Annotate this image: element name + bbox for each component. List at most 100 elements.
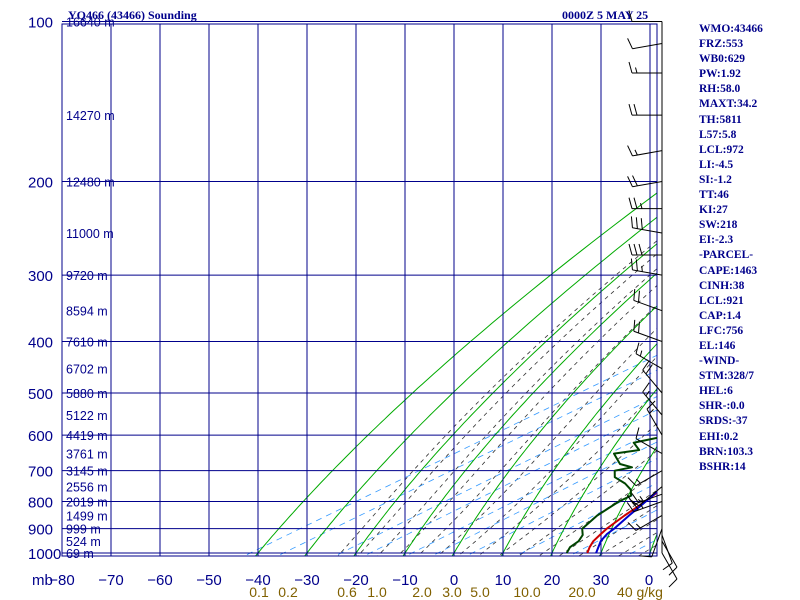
temperature-tick-label: −50 xyxy=(196,572,221,589)
temperature-tick-label: 0 xyxy=(645,572,653,589)
index-item: STM:328/7 xyxy=(699,370,754,383)
mixing-ratio-label: 40 g/kg xyxy=(617,584,663,600)
temperature-tick-label: 0 xyxy=(450,572,458,589)
wind-barb-flag xyxy=(635,478,641,484)
wind-barb-flag xyxy=(641,265,643,272)
index-item: TH:5811 xyxy=(699,113,742,126)
wind-barb-flag xyxy=(635,523,641,529)
index-item: TT:46 xyxy=(699,189,729,202)
temperature-tick-label: −40 xyxy=(245,572,270,589)
wind-barb-flag xyxy=(635,67,638,74)
wind-barb xyxy=(651,528,663,558)
moist-adiabat xyxy=(537,471,657,556)
plot-frame xyxy=(61,23,658,557)
sounding-series xyxy=(565,436,657,554)
index-item: CINH:38 xyxy=(699,279,745,292)
height-label: 6702 m xyxy=(66,363,108,377)
wind-barb xyxy=(661,534,673,564)
height-label: 999 m xyxy=(66,523,101,537)
height-label: 12480 m xyxy=(66,175,115,189)
mixing-ratio-line xyxy=(431,441,657,556)
moist-adiabat xyxy=(457,355,657,556)
mixing-ratio-line xyxy=(568,509,657,556)
wind-barb-flag xyxy=(633,289,636,301)
moist-adiabat xyxy=(357,253,657,556)
index-item: SI:-1.2 xyxy=(699,173,732,186)
mixing-ratio-label: 0.6 xyxy=(337,584,357,600)
temperature-tick-label: 10 xyxy=(495,572,512,589)
wind-barb-flag xyxy=(668,566,678,576)
wind-barb-flag xyxy=(627,477,637,487)
mixing-ratio-label: 3.0 xyxy=(442,584,462,600)
height-label: 69 m xyxy=(66,547,94,561)
moist-adiabat xyxy=(377,268,657,556)
temperature-line xyxy=(586,491,657,554)
wind-barb-flag xyxy=(640,218,643,230)
temperature-tick-label: −80 xyxy=(49,572,74,589)
wind-barb-flag xyxy=(633,103,638,116)
wind-barb-flag xyxy=(646,400,656,410)
temperature-tick-label: 30 xyxy=(593,572,610,589)
mixing-ratio-label: 20.0 xyxy=(568,584,595,600)
wind-barb-flag xyxy=(633,243,638,256)
dry-adiabat xyxy=(451,305,657,556)
wind-barbs xyxy=(626,10,678,588)
wind-barb-flag xyxy=(649,409,654,414)
wind-barb-flag xyxy=(633,197,638,209)
height-label: 8594 m xyxy=(66,305,108,319)
sounding-title: YQ466 (43466) Sounding xyxy=(68,8,197,22)
height-label: 9720 m xyxy=(66,269,108,283)
wind-barb-flag xyxy=(631,493,639,504)
height-label: 5122 m xyxy=(66,409,108,423)
index-item: SW:218 xyxy=(699,219,738,232)
index-item: -WIND- xyxy=(699,355,740,368)
height-label: 4419 m xyxy=(66,429,108,443)
index-item: EL:146 xyxy=(699,339,736,352)
moist-adiabat xyxy=(337,240,657,556)
moist-adiabat xyxy=(417,304,657,556)
mixing-ratio-line xyxy=(405,429,657,556)
pressure-tick-label: 300 xyxy=(28,268,53,285)
index-item: EHI:0.2 xyxy=(699,430,739,443)
dry-adiabat xyxy=(304,216,657,556)
wind-barb-flag xyxy=(638,243,643,256)
wind-barb xyxy=(632,43,663,50)
temperature-tick-label: −10 xyxy=(392,572,417,589)
pressure-tick-label: 800 xyxy=(28,494,53,511)
height-label: 14270 m xyxy=(66,109,115,123)
temperature-tick-label: −30 xyxy=(294,572,319,589)
wind-barb-flag xyxy=(640,555,652,558)
wind-barb-flag xyxy=(627,38,633,49)
index-item: -PARCEL- xyxy=(699,249,754,262)
height-label: 3761 m xyxy=(66,448,108,462)
index-item: BSHR:14 xyxy=(699,460,746,473)
pressure-tick-label: 1000 xyxy=(28,546,61,563)
index-item: PW:1.92 xyxy=(699,68,741,81)
wind-barb-flag xyxy=(635,217,638,229)
mixing-ratio-line xyxy=(243,354,657,556)
index-item: FRZ:553 xyxy=(699,38,744,51)
index-item: SRDS:-37 xyxy=(699,415,748,428)
index-item: RH:58.0 xyxy=(699,83,741,96)
wind-barb-flag xyxy=(635,342,640,354)
dry-adiabat xyxy=(500,342,657,556)
wind-barb-flag xyxy=(628,10,633,22)
wind-barb-flag xyxy=(645,364,653,375)
height-label: 5880 m xyxy=(66,387,108,401)
mixing-ratio-line xyxy=(363,409,657,556)
wind-barb-flag xyxy=(627,145,633,157)
mixing-ratio-label: 5.0 xyxy=(470,584,490,600)
wind-barb-flag xyxy=(626,502,635,513)
wind-barb-flag xyxy=(634,149,638,156)
axis-corner-label: mb xyxy=(32,572,53,589)
height-label: 524 m xyxy=(66,535,101,549)
wind-barb-flag xyxy=(637,499,644,504)
dry-adiabat xyxy=(795,22,800,565)
mixing-ratio-label: 2.0 xyxy=(412,584,432,600)
moist-adiabat xyxy=(437,327,657,556)
wind-barb-flag xyxy=(638,290,640,303)
wind-barb xyxy=(661,552,678,580)
index-item: LCL:972 xyxy=(699,143,744,156)
